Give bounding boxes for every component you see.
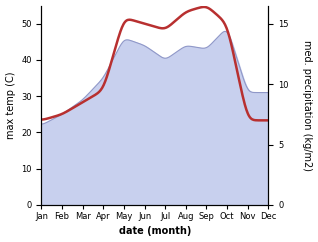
Y-axis label: max temp (C): max temp (C) <box>5 71 16 139</box>
X-axis label: date (month): date (month) <box>119 227 191 236</box>
Y-axis label: med. precipitation (kg/m2): med. precipitation (kg/m2) <box>302 40 313 171</box>
